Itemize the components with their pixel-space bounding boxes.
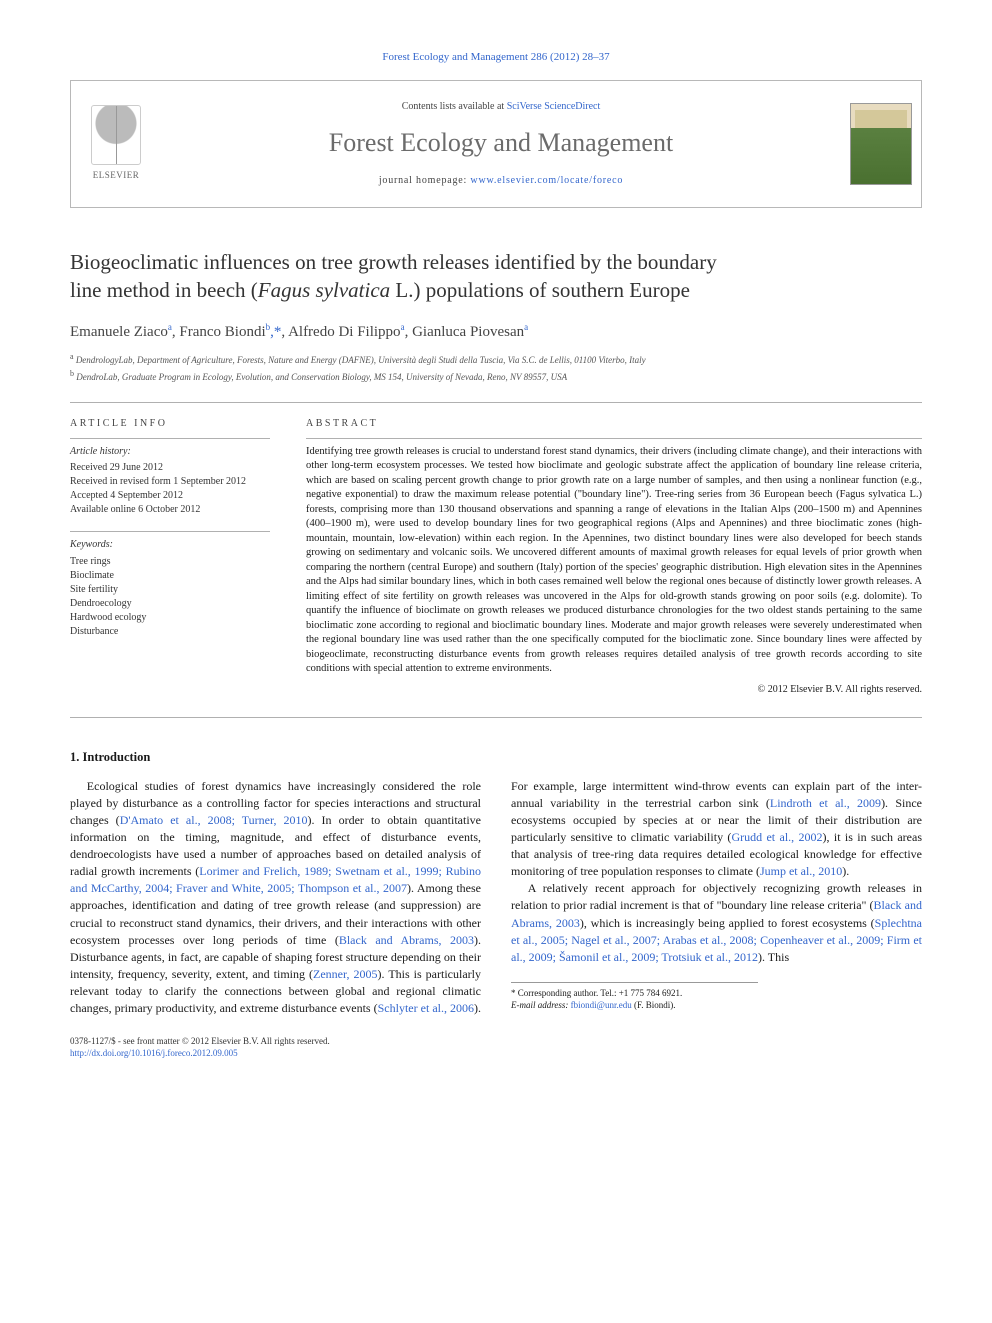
author-1-affil[interactable]: a [168,324,172,340]
affiliation-a: DendrologyLab, Department of Agriculture… [76,355,646,365]
keyword-4: Dendroecology [70,597,270,611]
author-4: Gianluca Piovesana [412,324,528,340]
article-info-column: ARTICLE INFO Article history: Received 2… [70,417,270,697]
journal-header: ELSEVIER Contents lists available at Sci… [70,80,922,208]
author-3: Alfredo Di Filippoa [288,324,405,340]
body-text: Ecological studies of forest dynamics ha… [70,778,922,1016]
title-italic: Fagus sylvatica [258,278,390,302]
corr-email-person: (F. Biondi). [634,1000,676,1010]
keyword-2: Bioclimate [70,569,270,583]
history-heading: Article history: [70,445,270,460]
journal-cover-thumb [850,103,912,185]
history-2: Received in revised form 1 September 201… [70,475,270,489]
ref-5[interactable]: Schlyter et al., 2006 [378,1001,474,1015]
author-1: Emanuele Ziacoa [70,324,172,340]
journal-homepage: journal homepage: www.elsevier.com/locat… [379,174,623,189]
article-title: Biogeoclimatic influences on tree growth… [70,248,922,305]
title-line1: Biogeoclimatic influences on tree growth… [70,250,717,274]
scidirect-link[interactable]: SciVerse ScienceDirect [507,101,601,112]
author-4-affil[interactable]: a [524,324,528,340]
elsevier-logo[interactable]: ELSEVIER [71,81,161,207]
corr-tel: * Corresponding author. Tel.: +1 775 784… [511,987,758,1000]
affiliations: a DendrologyLab, Department of Agricultu… [70,351,922,384]
ref-6[interactable]: Lindroth et al., 2009 [770,796,881,810]
journal-citation: Forest Ecology and Management 286 (2012)… [70,50,922,66]
title-line2-pre: line method in beech ( [70,278,258,302]
info-divider-2 [70,531,270,532]
keywords-heading: Keywords: [70,538,270,553]
doi-link[interactable]: http://dx.doi.org/10.1016/j.foreco.2012.… [70,1048,238,1058]
keyword-1: Tree rings [70,555,270,569]
article-info-heading: ARTICLE INFO [70,417,270,432]
journal-cover[interactable] [841,81,921,207]
affiliation-b: DendroLab, Graduate Program in Ecology, … [76,372,567,382]
ref-4[interactable]: Zenner, 2005 [313,967,378,981]
abstract-column: ABSTRACT Identifying tree growth release… [306,417,922,697]
ref-1[interactable]: D'Amato et al., 2008; Turner, 2010 [120,813,308,827]
journal-homepage-link[interactable]: www.elsevier.com/locate/foreco [470,175,623,186]
elsevier-tree-icon [91,105,141,165]
ref-7[interactable]: Grudd et al., 2002 [731,830,822,844]
keyword-6: Disturbance [70,625,270,639]
intro-para-2: A relatively recent approach for objecti… [511,880,922,965]
divider-bottom [70,717,922,718]
title-line2-post: L.) populations of southern Europe [390,278,690,302]
journal-header-center: Contents lists available at SciVerse Sci… [161,81,841,207]
elsevier-label: ELSEVIER [93,169,140,182]
history-1: Received 29 June 2012 [70,461,270,475]
journal-name: Forest Ecology and Management [329,124,673,162]
corr-asterisk[interactable]: ,* [270,324,281,340]
info-divider-1 [70,438,270,439]
issn-line: 0378-1127/$ - see front matter © 2012 El… [70,1035,922,1048]
abstract-divider [306,438,922,439]
history-3: Accepted 4 September 2012 [70,489,270,503]
abstract-heading: ABSTRACT [306,417,922,432]
author-2: Franco Biondib,* [179,324,281,340]
keyword-3: Site fertility [70,583,270,597]
ref-3[interactable]: Black and Abrams, 2003 [339,933,474,947]
abstract-text: Identifying tree growth releases is cruc… [306,445,922,677]
contents-line: Contents lists available at SciVerse Sci… [402,100,601,115]
homepage-prefix: journal homepage: [379,175,471,186]
journal-citation-link[interactable]: Forest Ecology and Management 286 (2012)… [382,51,609,63]
history-4: Available online 6 October 2012 [70,503,270,517]
corr-email-link[interactable]: fbiondi@unr.edu [571,1000,632,1010]
contents-prefix: Contents lists available at [402,101,507,112]
divider-top [70,402,922,403]
keyword-5: Hardwood ecology [70,611,270,625]
introduction-heading: 1. Introduction [70,748,922,766]
authors-line: Emanuele Ziacoa, Franco Biondib,*, Alfre… [70,321,922,344]
author-3-affil[interactable]: a [401,324,405,340]
corresponding-footnote: * Corresponding author. Tel.: +1 775 784… [511,982,758,1012]
ref-8[interactable]: Jump et al., 2010 [760,864,842,878]
page-footer: 0378-1127/$ - see front matter © 2012 El… [70,1035,922,1060]
abstract-copyright: © 2012 Elsevier B.V. All rights reserved… [306,683,922,698]
email-label: E-mail address: [511,1000,568,1010]
